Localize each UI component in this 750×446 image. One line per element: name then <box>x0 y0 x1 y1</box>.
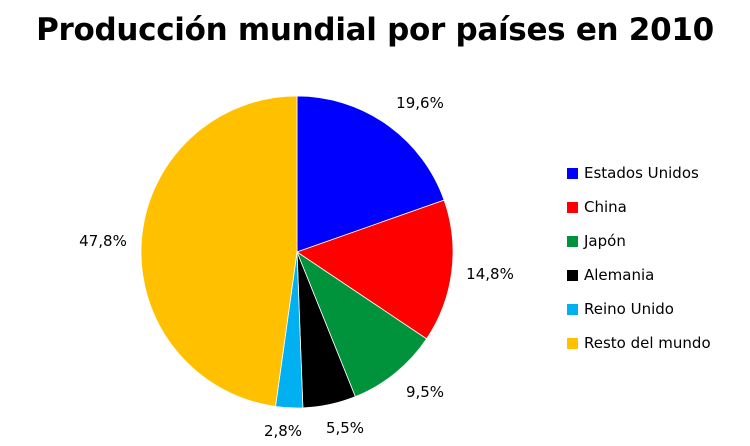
legend-swatch <box>567 337 578 349</box>
legend-swatch <box>567 269 578 281</box>
legend-label: Japón <box>584 232 626 250</box>
legend-label: Resto del mundo <box>584 334 711 352</box>
pie-slice-japón <box>296 250 428 398</box>
pie-slices <box>140 95 454 409</box>
legend: Estados Unidos China Japón Alemania Reino Un… <box>567 156 711 360</box>
data-label-estados-unidos: 19,6% <box>396 94 444 112</box>
data-label-alemania: 5,5% <box>326 419 364 437</box>
legend-item-japón: Japón <box>567 224 711 258</box>
legend-label: China <box>584 198 627 216</box>
pie-slice-china <box>296 199 454 340</box>
legend-swatch <box>567 303 578 315</box>
legend-swatch <box>567 201 578 213</box>
pie-slice-resto-del-mundo <box>140 95 298 407</box>
pie-data-labels: 19,6% 14,8% 9,5% 5,5% 2,8% 47,8% <box>79 94 514 440</box>
legend-item-resto-del-mundo: Resto del mundo <box>567 326 711 360</box>
legend-item-alemania: Alemania <box>567 258 711 292</box>
legend-item-china: China <box>567 190 711 224</box>
legend-item-estados-unidos: Estados Unidos <box>567 156 711 190</box>
data-label-resto-del-mundo: 47,8% <box>79 232 127 250</box>
legend-label: Estados Unidos <box>584 164 699 182</box>
data-label-reino-unido: 2,8% <box>264 422 302 440</box>
data-label-japón: 9,5% <box>406 383 444 401</box>
chart-title: Producción mundial por países en 2010 <box>36 12 714 48</box>
legend-swatch <box>567 235 578 247</box>
data-label-china: 14,8% <box>466 265 514 283</box>
legend-item-reino-unido: Reino Unido <box>567 292 711 326</box>
legend-label: Reino Unido <box>584 300 674 318</box>
legend-swatch <box>567 167 578 179</box>
legend-label: Alemania <box>584 266 655 284</box>
